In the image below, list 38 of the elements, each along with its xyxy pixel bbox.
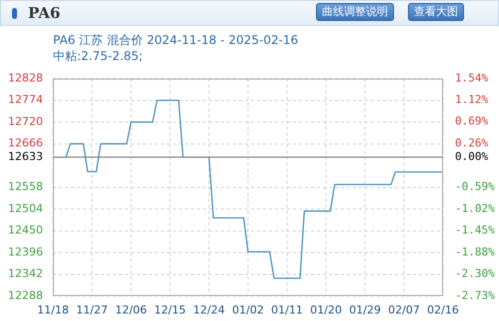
y2-tick-label: -1.88%: [455, 246, 496, 259]
x-tick-label: 11/18: [37, 303, 69, 316]
y2-tick-label: -1.45%: [455, 224, 496, 237]
y2-tick-label: 0.00%: [455, 150, 488, 163]
x-tick-label: 11/27: [76, 303, 108, 316]
y-tick-label: 12450: [8, 224, 43, 237]
text: PA6: [28, 4, 60, 22]
x-tick-label: 12/15: [154, 303, 186, 316]
y-tick-label: 12774: [8, 93, 43, 106]
x-tick-label: 02/16: [427, 303, 459, 316]
y-tick-label: 12666: [8, 136, 43, 150]
chart-subtitle: 中粘:2.75-2.85;: [53, 48, 143, 65]
y2-tick-label: 1.12%: [455, 92, 488, 106]
y2-tick-label: -0.59%: [455, 180, 496, 193]
y-tick-label: 12396: [8, 245, 43, 258]
y-tick-label: 12504: [8, 202, 43, 215]
text: 曲线调整说明: [316, 3, 394, 21]
y-tick-label: 12633: [8, 150, 43, 163]
y-tick-label: 12288: [8, 288, 43, 302]
x-tick-label: 01/11: [271, 303, 303, 316]
x-tick-label: 01/02: [232, 303, 264, 316]
y-tick-label: 12342: [8, 267, 43, 280]
x-tick-label: 12/06: [115, 303, 147, 316]
x-tick-label: 01/29: [349, 303, 381, 316]
y2-tick-label: -2.73%: [455, 288, 496, 302]
chart-title: PA6 江苏 混合价 2024-11-18 - 2025-02-16: [53, 32, 298, 49]
y2-tick-label: 0.26%: [455, 136, 488, 150]
y2-tick-label: -1.02%: [455, 202, 496, 215]
y2-tick-label: 0.69%: [455, 114, 488, 128]
text: 查看大图: [408, 3, 464, 21]
y-tick-label: 12720: [8, 114, 43, 128]
y-tick-label: 12558: [8, 180, 43, 194]
y2-tick-label: 1.54%: [455, 71, 488, 84]
y-tick-label: 12828: [8, 71, 43, 84]
x-tick-label: 02/07: [388, 303, 420, 316]
x-tick-label: 01/20: [310, 303, 342, 316]
y2-tick-label: -2.30%: [455, 266, 496, 280]
x-tick-label: 12/24: [193, 303, 225, 316]
